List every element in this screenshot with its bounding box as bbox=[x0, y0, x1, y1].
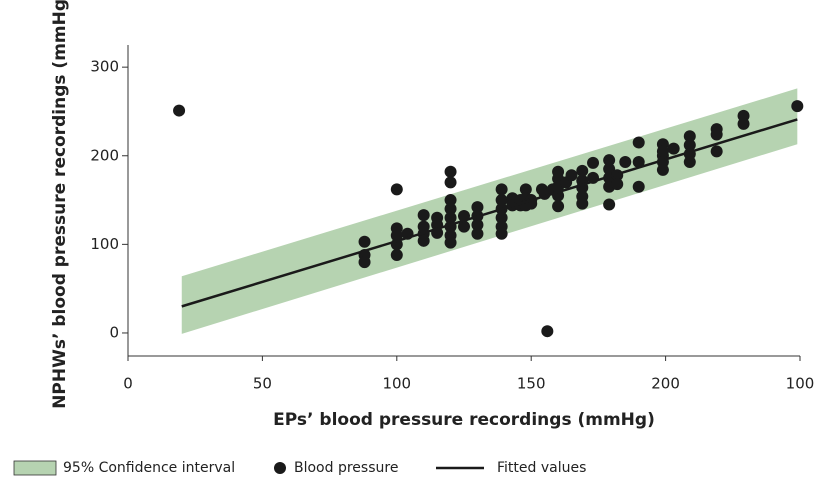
point bbox=[587, 156, 600, 169]
point bbox=[683, 155, 696, 168]
point bbox=[471, 201, 484, 214]
x-tick-label: 100 bbox=[382, 375, 411, 393]
point bbox=[737, 117, 750, 130]
point bbox=[417, 234, 430, 247]
legend: 95% Confidence interval Blood pressure Fit… bbox=[13, 460, 586, 476]
legend-label: Blood pressure bbox=[294, 460, 398, 476]
point bbox=[444, 165, 457, 178]
point bbox=[791, 100, 804, 113]
point bbox=[710, 128, 723, 141]
x-tick-label: 200 bbox=[651, 375, 680, 393]
point bbox=[552, 200, 565, 213]
point bbox=[683, 139, 696, 152]
point bbox=[495, 227, 508, 240]
point bbox=[417, 209, 430, 222]
point bbox=[710, 145, 723, 158]
y-axis-label: NPHWs’ blood pressure recordings (mmHg) bbox=[50, 0, 70, 409]
y-tick-label: 300 bbox=[90, 58, 119, 76]
x-axis-label: EPs’ blood pressure recordings (mmHg) bbox=[273, 410, 655, 430]
point bbox=[390, 248, 403, 261]
point bbox=[444, 202, 457, 215]
point bbox=[458, 220, 470, 233]
x-tick-label: 0 bbox=[123, 375, 133, 393]
point bbox=[390, 183, 403, 196]
point bbox=[603, 198, 616, 211]
point bbox=[619, 155, 632, 168]
point bbox=[565, 169, 578, 182]
point bbox=[611, 178, 624, 191]
point bbox=[656, 145, 669, 158]
point bbox=[576, 197, 589, 210]
y-tick-label: 0 bbox=[109, 323, 119, 341]
point bbox=[444, 176, 457, 189]
point bbox=[471, 218, 484, 231]
point bbox=[358, 256, 371, 269]
legend-label: 95% Confidence interval bbox=[63, 460, 235, 476]
point bbox=[444, 236, 457, 249]
confidence-band bbox=[181, 88, 798, 334]
point bbox=[632, 136, 645, 149]
legend-swatch bbox=[13, 460, 57, 476]
point bbox=[541, 325, 554, 338]
point bbox=[444, 194, 457, 207]
x-tick-label: 100 bbox=[786, 375, 815, 393]
x-tick-label: 150 bbox=[517, 375, 546, 393]
point bbox=[495, 211, 508, 224]
point bbox=[495, 194, 508, 207]
legend-label: Fitted values bbox=[497, 460, 586, 476]
point bbox=[603, 154, 616, 167]
point bbox=[495, 183, 508, 196]
x-tick-label: 50 bbox=[253, 375, 272, 393]
point bbox=[576, 164, 589, 177]
legend-swatch bbox=[274, 462, 286, 474]
point bbox=[656, 163, 669, 176]
point bbox=[632, 180, 645, 193]
point bbox=[667, 142, 680, 155]
point bbox=[358, 235, 371, 248]
point bbox=[173, 104, 186, 117]
point bbox=[390, 229, 403, 242]
y-tick-label: 100 bbox=[90, 235, 119, 253]
point bbox=[632, 155, 645, 168]
point bbox=[471, 227, 484, 240]
plot-area bbox=[173, 88, 804, 338]
point bbox=[519, 183, 532, 196]
point bbox=[683, 130, 696, 143]
fitted-line bbox=[181, 118, 798, 308]
y-tick-label: 200 bbox=[90, 146, 119, 164]
point bbox=[444, 211, 457, 224]
